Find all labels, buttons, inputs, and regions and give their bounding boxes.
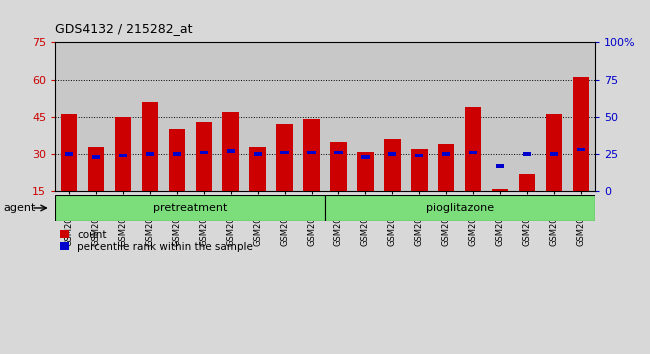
Bar: [411, 149, 428, 191]
Bar: [217, 42, 244, 191]
Bar: [173, 152, 181, 156]
Text: pioglitazone: pioglitazone: [426, 203, 494, 213]
Bar: [222, 112, 239, 191]
Bar: [492, 189, 508, 191]
Bar: [438, 144, 454, 191]
Bar: [55, 195, 325, 221]
Bar: [276, 124, 292, 191]
Bar: [487, 42, 514, 191]
Bar: [244, 42, 271, 191]
Bar: [352, 42, 379, 191]
Bar: [82, 42, 109, 191]
Bar: [163, 42, 190, 191]
Bar: [92, 155, 99, 159]
Bar: [298, 42, 325, 191]
Bar: [109, 42, 136, 191]
Bar: [465, 107, 482, 191]
Bar: [142, 102, 158, 191]
Bar: [119, 154, 127, 157]
Bar: [330, 142, 346, 191]
Bar: [271, 42, 298, 191]
Bar: [546, 114, 562, 191]
Bar: [65, 152, 73, 156]
Bar: [196, 122, 212, 191]
Bar: [55, 42, 83, 191]
Bar: [168, 129, 185, 191]
Bar: [304, 119, 320, 191]
Bar: [60, 114, 77, 191]
Bar: [460, 42, 487, 191]
Bar: [325, 195, 595, 221]
Bar: [551, 152, 558, 156]
Bar: [146, 152, 153, 156]
Text: agent: agent: [3, 203, 36, 213]
Bar: [384, 139, 400, 191]
Bar: [568, 42, 595, 191]
Bar: [335, 151, 343, 154]
Bar: [541, 42, 568, 191]
Bar: [307, 151, 315, 154]
Bar: [577, 148, 585, 152]
Bar: [136, 42, 163, 191]
Bar: [281, 151, 289, 154]
Bar: [573, 77, 590, 191]
Bar: [254, 152, 261, 156]
Bar: [114, 117, 131, 191]
Bar: [469, 151, 477, 154]
Bar: [361, 155, 369, 159]
Bar: [250, 147, 266, 191]
Text: GDS4132 / 215282_at: GDS4132 / 215282_at: [55, 22, 193, 35]
Bar: [443, 152, 450, 156]
Text: pretreatment: pretreatment: [153, 203, 228, 213]
Bar: [514, 42, 541, 191]
Legend: count, percentile rank within the sample: count, percentile rank within the sample: [60, 230, 253, 252]
Bar: [200, 151, 207, 154]
Bar: [406, 42, 433, 191]
Bar: [497, 164, 504, 168]
Bar: [190, 42, 217, 191]
Bar: [389, 152, 396, 156]
Bar: [358, 152, 374, 191]
Bar: [519, 174, 536, 191]
Bar: [523, 152, 531, 156]
Bar: [227, 149, 235, 153]
Bar: [88, 147, 104, 191]
Bar: [433, 42, 460, 191]
Bar: [415, 154, 423, 157]
Bar: [379, 42, 406, 191]
Bar: [325, 42, 352, 191]
